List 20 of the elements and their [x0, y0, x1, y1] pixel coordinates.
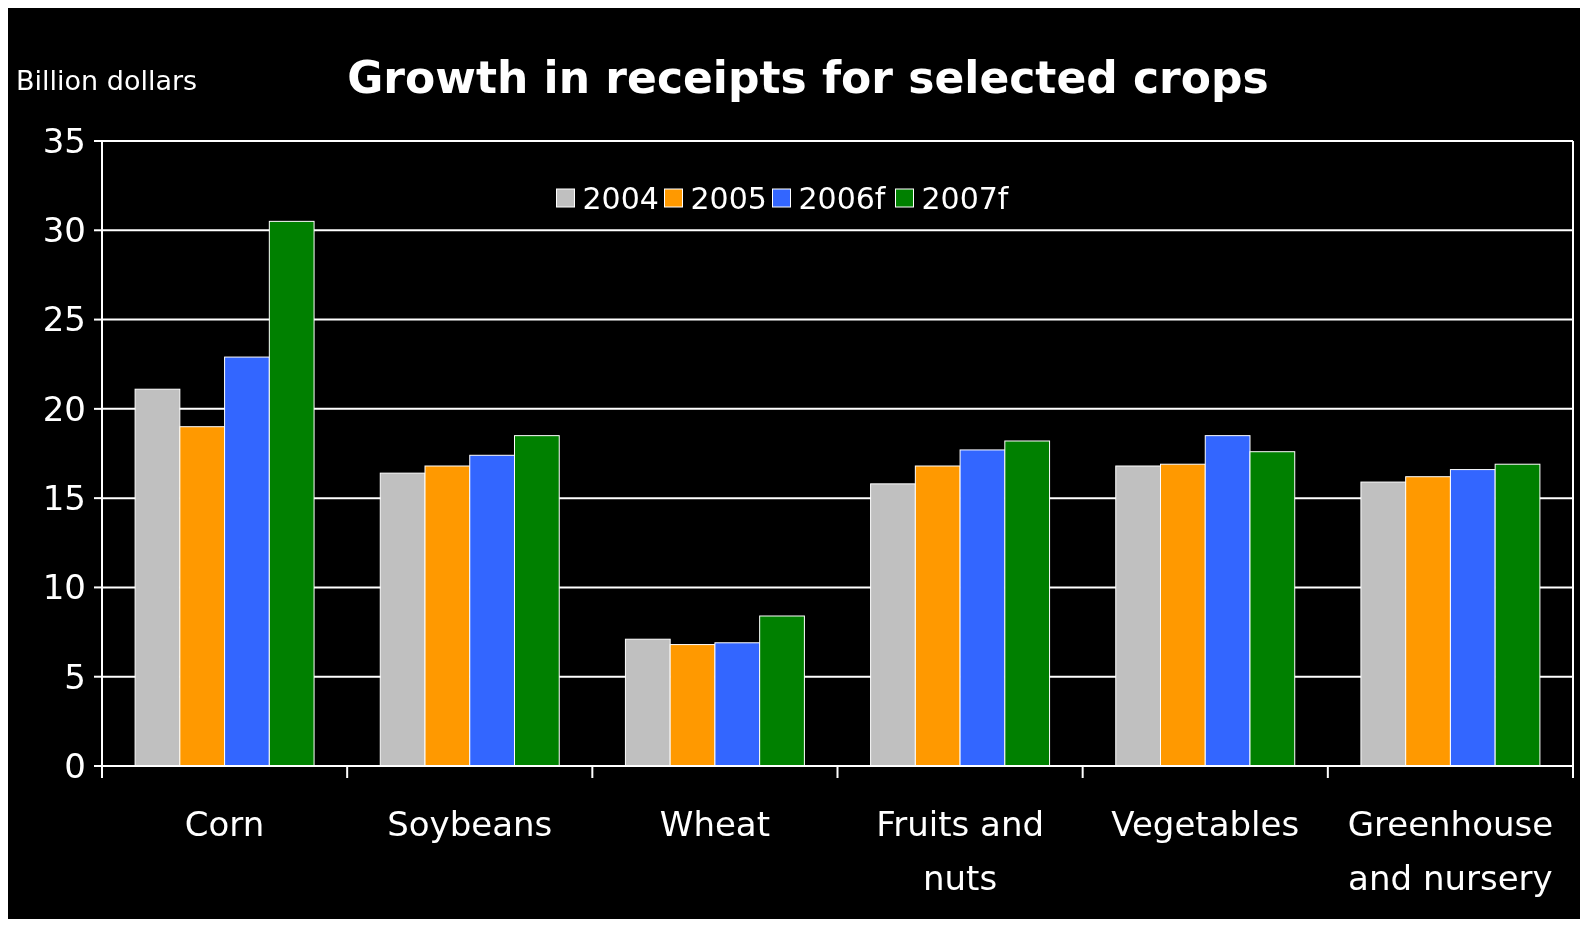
y-tick-label: 30 — [42, 210, 86, 251]
y-axis-title: Billion dollars — [16, 65, 198, 96]
y-tick-label: 0 — [64, 745, 86, 786]
legend-label: 2007f — [921, 180, 1010, 216]
y-tick-label: 10 — [42, 567, 86, 608]
y-tick-label: 25 — [42, 299, 86, 340]
x-tick-label: Greenhouse and nursery — [1347, 804, 1554, 898]
legend-label: 2004 — [582, 180, 659, 216]
legend-label: 2006f — [798, 180, 887, 216]
y-tick-label: 5 — [64, 656, 86, 697]
chart-title: Growth in receipts for selected crops — [347, 52, 1269, 103]
x-tick-label: Soybeans — [387, 804, 553, 844]
x-tick-label: Wheat — [659, 804, 771, 844]
x-tick-label: Corn — [184, 804, 265, 844]
y-tick-label: 20 — [42, 388, 86, 429]
x-tick-label: Vegetables — [1111, 804, 1300, 844]
y-tick-label: 15 — [42, 478, 86, 519]
y-tick-label: 35 — [42, 120, 86, 161]
legend-label: 2005 — [690, 180, 767, 216]
x-tick-label: Fruits and nuts — [876, 804, 1045, 898]
